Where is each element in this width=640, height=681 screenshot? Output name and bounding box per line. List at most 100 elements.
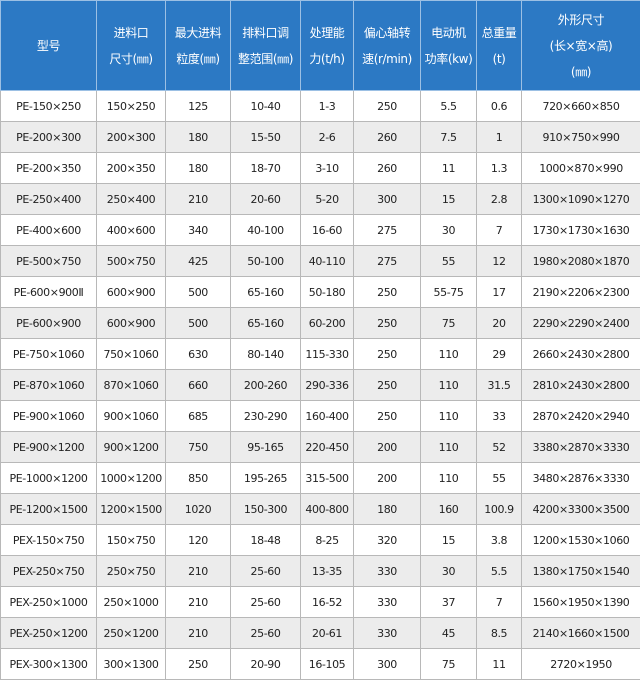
table-cell: 330 bbox=[353, 617, 421, 649]
header-cell: 最大进料 粒度(㎜) bbox=[165, 0, 231, 91]
table-cell: 2-6 bbox=[300, 121, 354, 153]
table-cell: PEX-300×1300 bbox=[0, 648, 97, 680]
table-cell: 16-60 bbox=[300, 214, 354, 246]
table-cell: 2870×2420×2940 bbox=[521, 400, 640, 432]
table-cell: PE-900×1060 bbox=[0, 400, 97, 432]
table-cell: 25-60 bbox=[230, 617, 301, 649]
table-cell: PE-750×1060 bbox=[0, 338, 97, 370]
header-cell: 外形尺寸 (长×宽×高) (㎜) bbox=[521, 0, 640, 91]
header-cell: 型号 bbox=[0, 0, 97, 91]
table-cell: 29 bbox=[476, 338, 522, 370]
table-cell: 250 bbox=[353, 90, 421, 122]
table-cell: 50-100 bbox=[230, 245, 301, 277]
table-cell: 1.3 bbox=[476, 152, 522, 184]
table-cell: 11 bbox=[420, 152, 477, 184]
table-body: PE-150×250 150×250 125 10-40 1-3 250 5.5 0.6 720… bbox=[0, 90, 640, 680]
table-cell: 210 bbox=[165, 586, 231, 618]
table-cell: 660 bbox=[165, 369, 231, 401]
table-cell: 400×600 bbox=[96, 214, 166, 246]
table-cell: 3380×2870×3330 bbox=[521, 431, 640, 463]
table-row: PE-900×1200 900×1200 750 95-165 220-450 200 11… bbox=[0, 431, 640, 463]
table-cell: 200×350 bbox=[96, 152, 166, 184]
header-cell: 处理能 力(t/h) bbox=[300, 0, 354, 91]
table-cell: PE-900×1200 bbox=[0, 431, 97, 463]
table-cell: 1-3 bbox=[300, 90, 354, 122]
table-cell: 2660×2430×2800 bbox=[521, 338, 640, 370]
table-cell: 37 bbox=[420, 586, 477, 618]
table-cell: 5.5 bbox=[420, 90, 477, 122]
table-cell: 2190×2206×2300 bbox=[521, 276, 640, 308]
table-cell: 260 bbox=[353, 121, 421, 153]
table-cell: 1 bbox=[476, 121, 522, 153]
table-cell: 180 bbox=[353, 493, 421, 525]
table-cell: 3480×2876×3330 bbox=[521, 462, 640, 494]
table-row: PE-1000×1200 1000×1200 850 195-265 315-500 20… bbox=[0, 462, 640, 494]
table-cell: 160 bbox=[420, 493, 477, 525]
header-text: 速(r/min) bbox=[362, 51, 412, 66]
header-cell: 进料口 尺寸(㎜) bbox=[96, 0, 166, 91]
table-cell: 315-500 bbox=[300, 462, 354, 494]
header-text: 最大进料 bbox=[174, 25, 222, 40]
table-cell: PE-200×350 bbox=[0, 152, 97, 184]
table-row: PE-600×900Ⅱ 600×900 500 65-160 50-180 250 55-7… bbox=[0, 276, 640, 308]
table-cell: 40-110 bbox=[300, 245, 354, 277]
table-row: PE-870×1060 870×1060 660 200-260 290-336 250 1… bbox=[0, 369, 640, 401]
table-cell: PE-400×600 bbox=[0, 214, 97, 246]
table-cell: 4200×3300×3500 bbox=[521, 493, 640, 525]
header-text: 偏心轴转 bbox=[363, 25, 411, 40]
header-text: 排料口调 bbox=[242, 25, 289, 40]
table-cell: PEX-150×750 bbox=[0, 524, 97, 556]
table-cell: 210 bbox=[165, 183, 231, 215]
header-text: 处理能 bbox=[309, 25, 345, 40]
table-cell: 150×750 bbox=[96, 524, 166, 556]
table-cell: 220-450 bbox=[300, 431, 354, 463]
table-cell: 30 bbox=[420, 214, 477, 246]
table-cell: 685 bbox=[165, 400, 231, 432]
header-text: 电动机 bbox=[431, 25, 466, 40]
table-cell: 8-25 bbox=[300, 524, 354, 556]
table-cell: 2140×1660×1500 bbox=[521, 617, 640, 649]
header-cell: 电动机 功率(kw) bbox=[420, 0, 477, 91]
table-cell: PE-1200×1500 bbox=[0, 493, 97, 525]
table-cell: 40-100 bbox=[230, 214, 301, 246]
table-cell: 17 bbox=[476, 276, 522, 308]
table-cell: 250 bbox=[353, 276, 421, 308]
table-cell: 200 bbox=[353, 462, 421, 494]
table-cell: 115-330 bbox=[300, 338, 354, 370]
table-cell: 50-180 bbox=[300, 276, 354, 308]
table-cell: 55 bbox=[420, 245, 477, 277]
table-cell: 900×1060 bbox=[96, 400, 166, 432]
table-row: PE-900×1060 900×1060 685 230-290 160-400 250 1… bbox=[0, 400, 640, 432]
table-cell: 180 bbox=[165, 121, 231, 153]
table-cell: 7 bbox=[476, 586, 522, 618]
table-cell: 55-75 bbox=[420, 276, 477, 308]
table-cell: 500 bbox=[165, 276, 231, 308]
table-cell: 20-90 bbox=[230, 648, 301, 680]
table-cell: 7 bbox=[476, 214, 522, 246]
table-cell: 330 bbox=[353, 586, 421, 618]
table-cell: PE-600×900Ⅱ bbox=[0, 276, 97, 308]
header-text: 尺寸(㎜) bbox=[109, 51, 153, 66]
table-cell: 340 bbox=[165, 214, 231, 246]
table-cell: 15 bbox=[420, 183, 477, 215]
table-cell: 20-61 bbox=[300, 617, 354, 649]
header-text: 总重量 bbox=[481, 25, 517, 40]
table-cell: 1300×1090×1270 bbox=[521, 183, 640, 215]
table-cell: 110 bbox=[420, 369, 477, 401]
table-cell: 600×900 bbox=[96, 307, 166, 339]
table-header: 型号 进料口 尺寸(㎜) 最大进料 粒度(㎜) 排料口调 整范围(㎜) 处理能 力(t/h) 偏心… bbox=[0, 0, 640, 91]
table-cell: 125 bbox=[165, 90, 231, 122]
table-cell: 65-160 bbox=[230, 276, 301, 308]
table-cell: 1200×1500 bbox=[96, 493, 166, 525]
header-text: (t) bbox=[492, 51, 506, 66]
header-text: 外形尺寸 bbox=[557, 12, 605, 27]
table-cell: 250 bbox=[353, 400, 421, 432]
table-cell: 275 bbox=[353, 245, 421, 277]
table-cell: 110 bbox=[420, 338, 477, 370]
table-cell: 160-400 bbox=[300, 400, 354, 432]
table-cell: 25-60 bbox=[230, 555, 301, 587]
table-cell: 320 bbox=[353, 524, 421, 556]
table-cell: 8.5 bbox=[476, 617, 522, 649]
table-cell: 31.5 bbox=[476, 369, 522, 401]
table-cell: 11 bbox=[476, 648, 522, 680]
